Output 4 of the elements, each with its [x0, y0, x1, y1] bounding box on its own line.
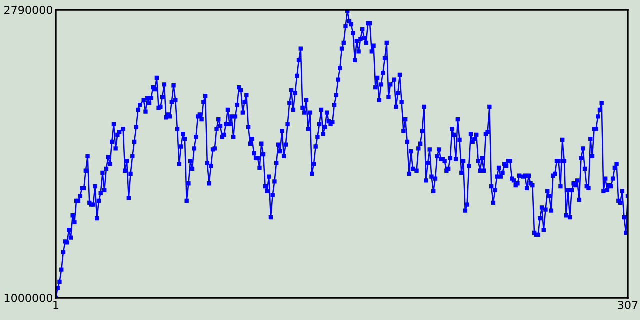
x-tick-label: 307 [618, 300, 638, 310]
y-tick-label: 2790000 [4, 6, 52, 14]
y-tick-label: 1000000 [4, 294, 52, 302]
x-tick-label: 1 [54, 301, 59, 310]
